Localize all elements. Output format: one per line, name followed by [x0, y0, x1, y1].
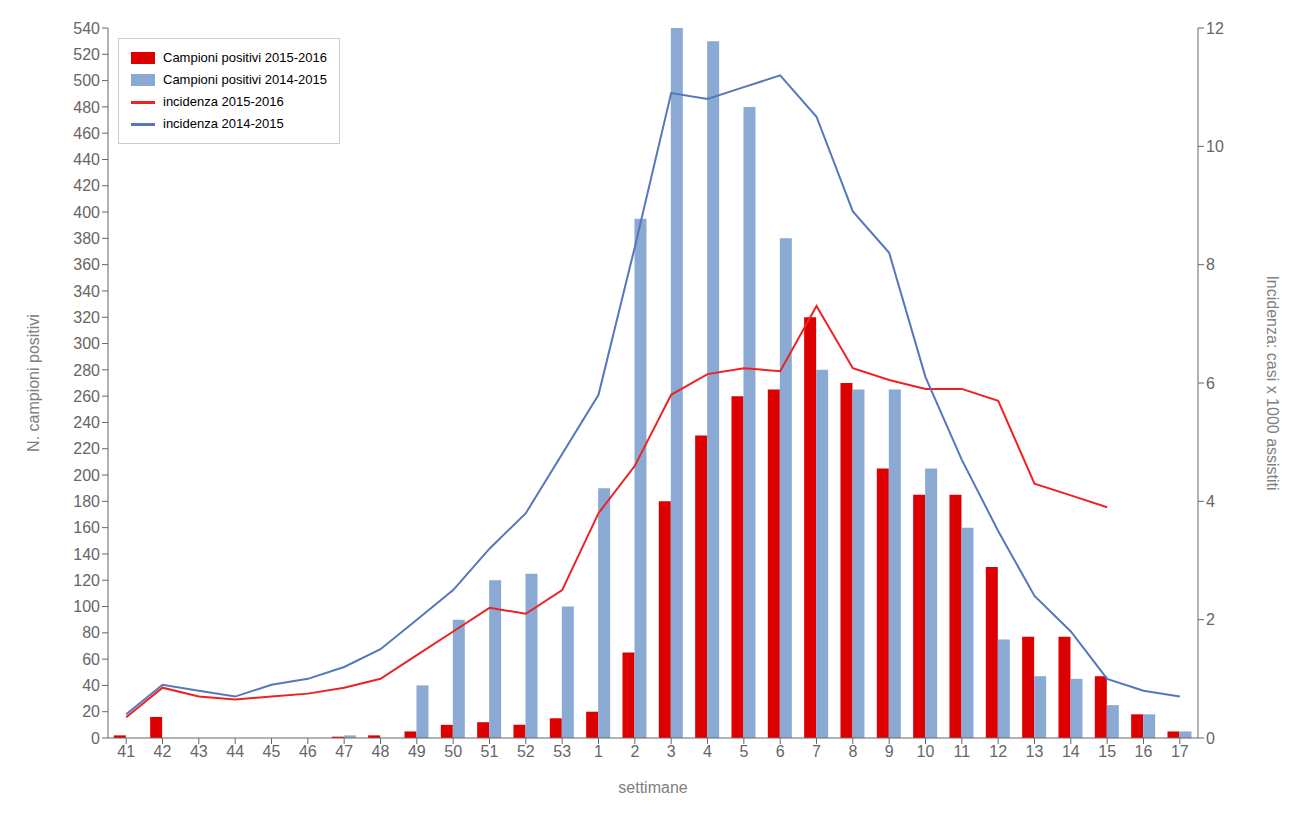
svg-text:100: 100	[73, 598, 100, 615]
svg-text:240: 240	[73, 414, 100, 431]
svg-text:4: 4	[703, 743, 712, 760]
svg-text:80: 80	[82, 624, 100, 641]
svg-text:520: 520	[73, 46, 100, 63]
svg-text:20: 20	[82, 703, 100, 720]
svg-text:46: 46	[299, 743, 317, 760]
svg-text:49: 49	[408, 743, 426, 760]
svg-text:500: 500	[73, 72, 100, 89]
svg-text:340: 340	[73, 283, 100, 300]
svg-text:260: 260	[73, 388, 100, 405]
svg-text:44: 44	[226, 743, 244, 760]
svg-text:42: 42	[154, 743, 172, 760]
svg-text:Incidenza: casi x 1000 assisti: Incidenza: casi x 1000 assistiti	[1264, 275, 1281, 490]
svg-text:6: 6	[776, 743, 785, 760]
svg-text:540: 540	[73, 20, 100, 37]
svg-text:8: 8	[848, 743, 857, 760]
svg-text:2: 2	[630, 743, 639, 760]
svg-text:0: 0	[1206, 730, 1215, 747]
svg-text:40: 40	[82, 677, 100, 694]
svg-text:3: 3	[667, 743, 676, 760]
svg-text:2: 2	[1206, 611, 1215, 628]
svg-text:11: 11	[954, 743, 971, 760]
svg-text:120: 120	[73, 572, 100, 589]
svg-text:43: 43	[190, 743, 208, 760]
svg-text:380: 380	[73, 230, 100, 247]
svg-text:360: 360	[73, 256, 100, 273]
svg-text:13: 13	[1026, 743, 1044, 760]
svg-text:14: 14	[1062, 743, 1080, 760]
svg-text:200: 200	[73, 467, 100, 484]
svg-text:9: 9	[885, 743, 894, 760]
svg-text:45: 45	[263, 743, 281, 760]
svg-text:6: 6	[1206, 375, 1215, 392]
svg-text:440: 440	[73, 151, 100, 168]
svg-text:5: 5	[739, 743, 748, 760]
svg-text:15: 15	[1098, 743, 1116, 760]
svg-text:48: 48	[372, 743, 390, 760]
svg-text:8: 8	[1206, 256, 1215, 273]
html-text:Campioni positivi 2014-2015: Campioni positivi 2014-2015	[163, 72, 327, 87]
svg-text:220: 220	[73, 440, 100, 457]
html-text:incidenza 2015-2016: incidenza 2015-2016	[163, 94, 284, 109]
svg-text:53: 53	[553, 743, 571, 760]
svg-text:16: 16	[1135, 743, 1153, 760]
svg-text:12: 12	[1206, 20, 1224, 37]
svg-text:12: 12	[989, 743, 1007, 760]
svg-text:4: 4	[1206, 493, 1215, 510]
svg-text:400: 400	[73, 204, 100, 221]
svg-text:160: 160	[73, 519, 100, 536]
svg-text:10: 10	[1206, 138, 1224, 155]
svg-text:480: 480	[73, 99, 100, 116]
svg-text:17: 17	[1171, 743, 1189, 760]
svg-text:420: 420	[73, 177, 100, 194]
svg-text:10: 10	[917, 743, 935, 760]
html-text:Campioni positivi 2015-2016: Campioni positivi 2015-2016	[163, 50, 327, 65]
svg-text:41: 41	[117, 743, 135, 760]
svg-text:settimane: settimane	[618, 779, 687, 796]
svg-text:140: 140	[73, 546, 100, 563]
svg-text:47: 47	[335, 743, 353, 760]
svg-text:0: 0	[91, 730, 100, 747]
html-text:incidenza 2014-2015: incidenza 2014-2015	[163, 116, 284, 131]
svg-text:1: 1	[594, 743, 603, 760]
svg-text:52: 52	[517, 743, 535, 760]
svg-text:50: 50	[444, 743, 462, 760]
svg-text:280: 280	[73, 362, 100, 379]
svg-text:51: 51	[481, 743, 499, 760]
svg-text:180: 180	[73, 493, 100, 510]
svg-text:7: 7	[812, 743, 821, 760]
svg-text:300: 300	[73, 335, 100, 352]
svg-text:60: 60	[82, 651, 100, 668]
svg-text:N. campioni positivi: N. campioni positivi	[25, 314, 42, 452]
svg-text:460: 460	[73, 125, 100, 142]
svg-text:320: 320	[73, 309, 100, 326]
